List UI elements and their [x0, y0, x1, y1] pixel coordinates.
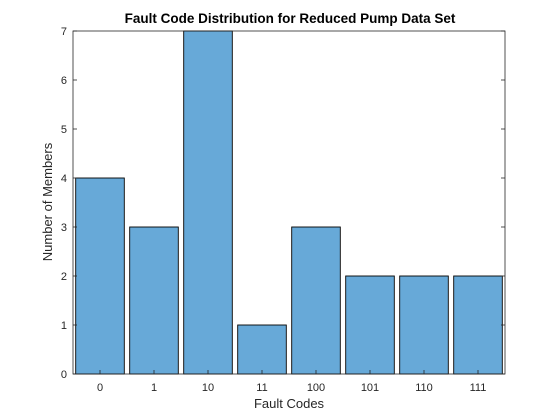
x-tick-label: 1 — [151, 382, 157, 394]
y-axis: 0 1 2 3 4 5 6 7 — [61, 26, 505, 381]
bar-100 — [291, 226, 341, 375]
bar-101 — [345, 275, 395, 375]
x-tick-label: 11 — [256, 382, 267, 394]
y-tick-label: 6 — [61, 75, 67, 87]
bar-10 — [183, 30, 233, 375]
x-tick-label: 100 — [307, 382, 325, 394]
x-axis: 0 1 10 11 100 101 110 111 — [97, 370, 486, 394]
x-tick-label: 10 — [202, 382, 214, 394]
x-axis-label: Fault Codes — [254, 396, 325, 411]
x-tick-label: 101 — [361, 382, 379, 394]
y-tick-label: 4 — [61, 173, 67, 185]
y-tick-label: 3 — [61, 222, 67, 234]
bar-11 — [237, 324, 287, 375]
plot-area-frame — [72, 30, 506, 375]
y-tick-label: 1 — [61, 320, 67, 332]
chart-title: Fault Code Distribution for Reduced Pump… — [125, 11, 456, 26]
bar-0 — [75, 177, 125, 375]
y-tick-label: 7 — [61, 26, 67, 38]
y-tick-label: 5 — [61, 124, 67, 136]
y-tick-label: 2 — [61, 271, 67, 283]
x-tick-label: 0 — [97, 382, 103, 394]
bars-group — [75, 30, 503, 375]
x-tick-label: 111 — [470, 382, 487, 394]
x-tick-label: 110 — [415, 382, 433, 394]
y-tick-label: 0 — [61, 369, 67, 381]
bar-110 — [399, 275, 449, 375]
bar-1 — [129, 226, 179, 375]
y-axis-label: Number of Members — [40, 142, 55, 261]
bar-111 — [453, 275, 503, 375]
